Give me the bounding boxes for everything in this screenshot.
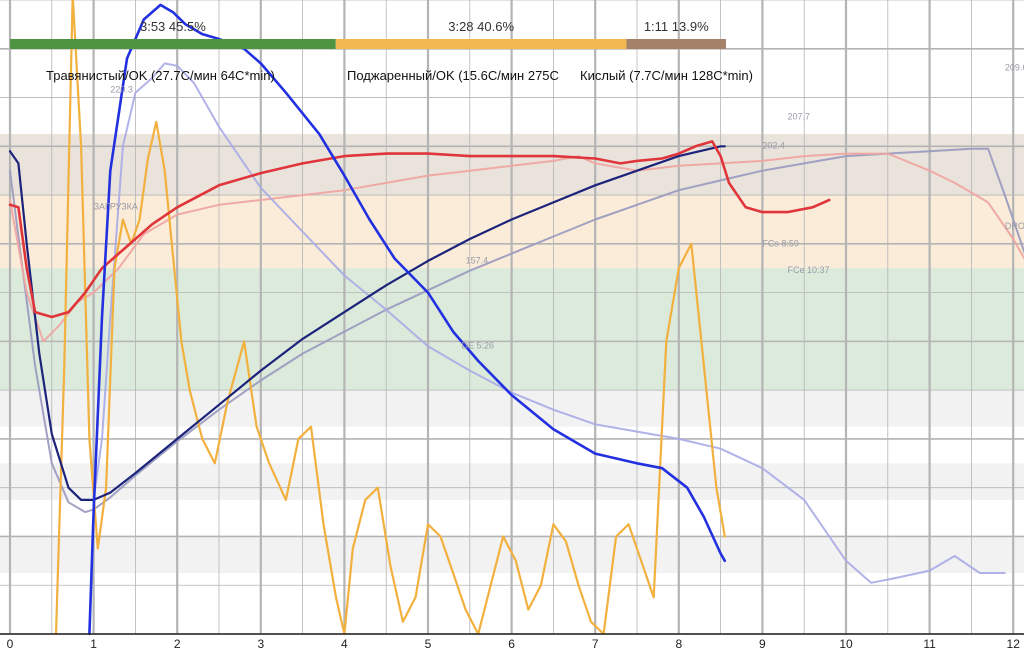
series-line-et-ref (9, 152, 1024, 343)
event-label: FCs 8:59 (762, 238, 799, 248)
x-tick-label: 4 (341, 637, 348, 651)
phase-title-dry: Травянистый/OK (27.7C/мин 64C*min) (46, 68, 275, 83)
x-tick-label: 5 (425, 637, 432, 651)
event-label: 157.4 (466, 255, 489, 265)
phase-label: 3:53 45.5% (140, 19, 206, 34)
event-label: ЗАГРУЗКА (94, 202, 138, 212)
series-line-ror (88, 3, 727, 636)
x-tick-label: 9 (759, 637, 766, 651)
event-label: DROP (1005, 221, 1024, 231)
phase-title-maillard: Поджаренный/OK (15.6C/мин 275C (347, 68, 559, 83)
phase-title-development: Кислый (7.7C/мин 128C*min) (580, 68, 753, 83)
x-tick-label: 6 (508, 637, 515, 651)
phase-segment (626, 39, 726, 49)
event-label: 209.6 (1005, 63, 1024, 73)
x-tick-label: 3 (257, 637, 264, 651)
phase-segment (10, 39, 336, 49)
chart-series (8, 0, 1024, 636)
phase-label: 3:28 40.6% (448, 19, 514, 34)
event-label: 207.7 (787, 111, 810, 121)
x-tick-label: 7 (592, 637, 599, 651)
phase-label: 1:11 13.9% (644, 19, 709, 34)
x-tick-label: 8 (675, 637, 682, 651)
event-label: 220.3 (110, 85, 133, 95)
event-label: 202.4 (762, 141, 785, 151)
x-tick-label: 1 (90, 637, 97, 651)
x-tick-label: 2 (174, 637, 181, 651)
phase-titles: Травянистый/OK (27.7C/мин 64C*min) Поджа… (46, 68, 753, 83)
x-tick-label: 0 (7, 637, 14, 651)
x-tick-label: 11 (923, 637, 936, 651)
event-annotations: 220.3 ЗАГРУЗКА 157.4 DE 5:26 202.4 207.7 FCs 8… (94, 63, 1024, 351)
event-label: DE 5:26 (461, 341, 494, 351)
x-tick-label: 10 (839, 637, 853, 651)
series-line-bt (8, 145, 726, 501)
phase-bar: 3:53 45.5% 3:28 40.6% 1:11 13.9% (10, 19, 726, 49)
x-axis: 0 1 2 3 4 5 6 7 8 9 10 11 12 (0, 633, 1024, 651)
series-line-ror-ref (92, 62, 1006, 584)
x-tick-label: 12 (1007, 637, 1021, 651)
phase-segment (335, 39, 627, 49)
event-label: FCe 10:37 (787, 265, 829, 275)
series-line-ror-et (54, 0, 726, 636)
series-line-et (8, 140, 831, 319)
